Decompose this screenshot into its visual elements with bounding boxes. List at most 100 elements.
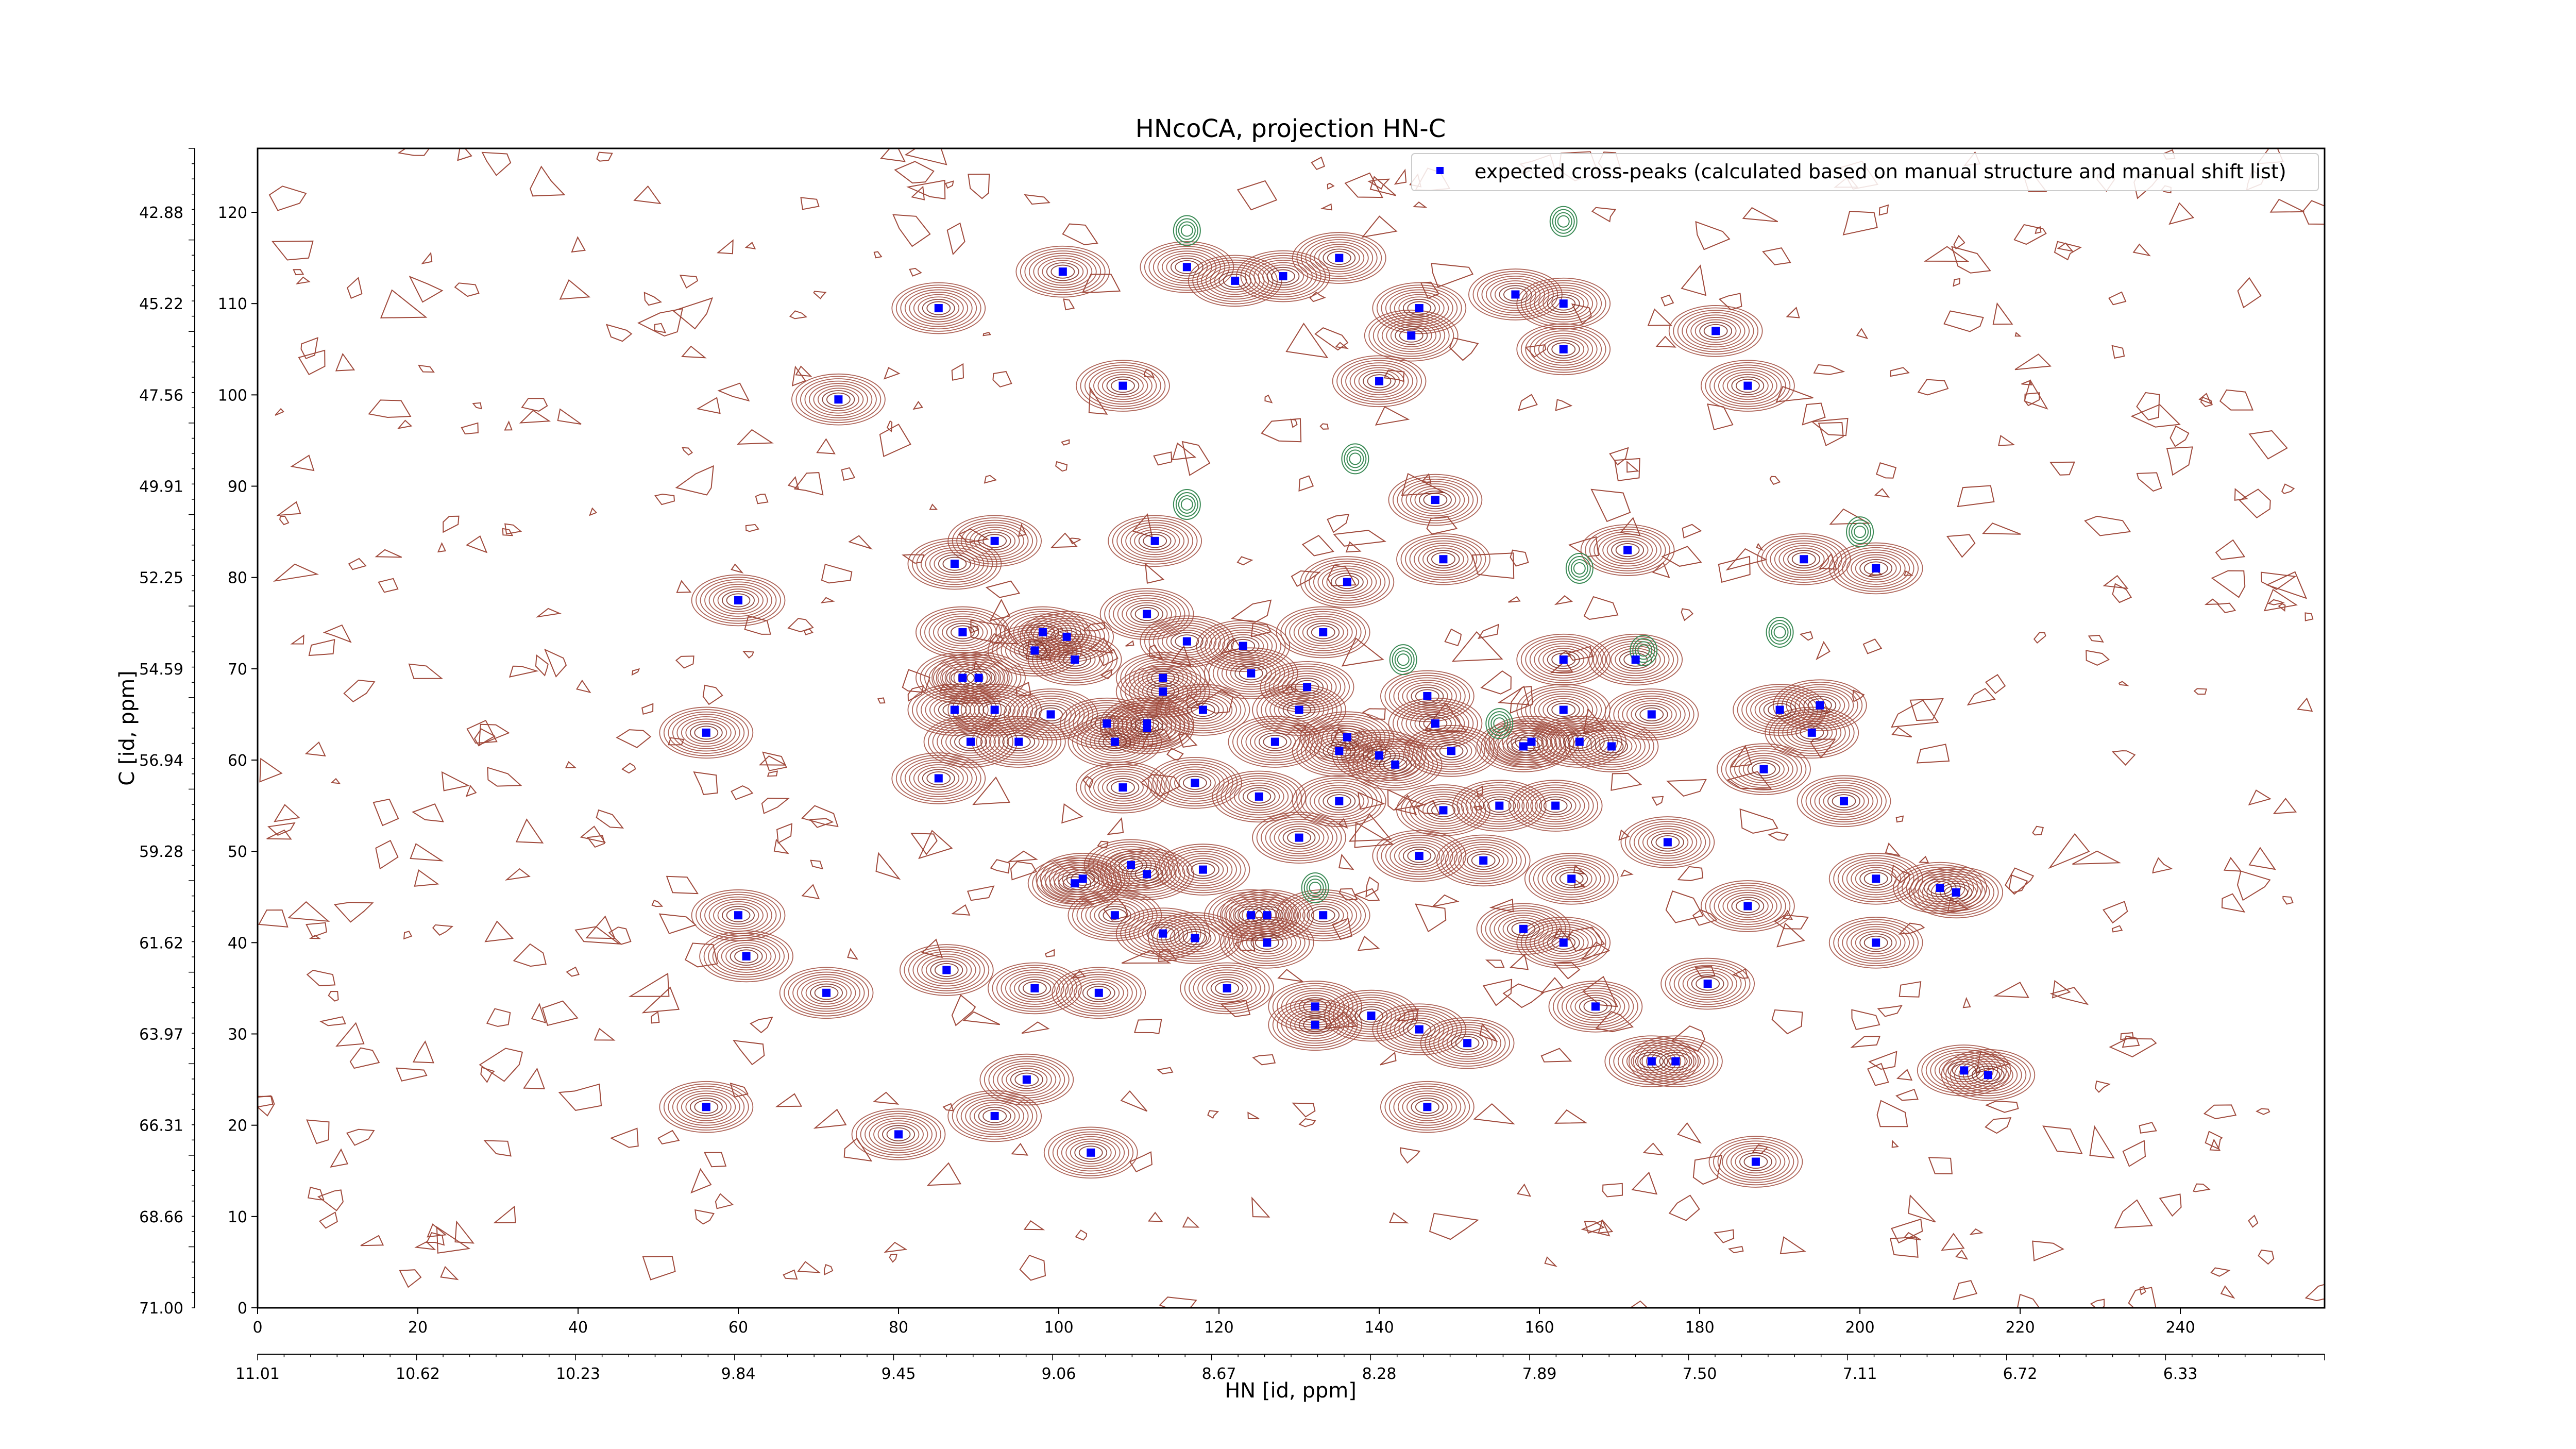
peak-contour — [1827, 791, 1860, 811]
noise-contour — [1985, 1117, 2012, 1134]
peak-contour — [663, 709, 749, 756]
noise-contour — [275, 408, 285, 416]
peak-contour — [1313, 563, 1381, 601]
peak-contour — [1016, 695, 1085, 733]
peak-contour — [1409, 540, 1478, 578]
peak-contour — [1147, 756, 1242, 809]
peak-marker — [966, 737, 975, 746]
noise-contour — [1050, 532, 1078, 548]
noise-contour — [1451, 631, 1503, 662]
peak-contour — [1298, 1015, 1332, 1034]
peak-contour — [1222, 634, 1264, 658]
noise-contour — [333, 902, 374, 923]
negative-contour — [1178, 221, 1196, 240]
secondary-x-tick-label: 7.50 — [1683, 1365, 1717, 1383]
peak-contour — [1327, 251, 1351, 265]
peak-contour — [1543, 931, 1585, 955]
peak-contour — [826, 392, 851, 407]
peak-contour — [1598, 533, 1657, 567]
negative-contour — [1301, 872, 1329, 904]
peak-contour — [1791, 552, 1816, 566]
peak-contour — [1182, 857, 1224, 882]
noise-contour — [672, 297, 714, 330]
peak-contour — [1863, 871, 1888, 886]
noise-contour — [1810, 417, 1849, 436]
noise-contour — [574, 926, 621, 945]
noise-contour — [1670, 1025, 1705, 1052]
noise-contour — [319, 1016, 346, 1026]
peak-marker — [1936, 884, 1944, 892]
noise-contour — [675, 655, 694, 669]
noise-contour — [575, 679, 591, 694]
noise-contour — [306, 1119, 330, 1144]
negative-contour — [1303, 875, 1327, 901]
peak-contour — [1511, 739, 1536, 753]
x-tick-label: 80 — [889, 1319, 908, 1337]
peak-contour — [1765, 706, 1859, 759]
noise-contour — [2024, 392, 2040, 407]
peak-contour — [1115, 907, 1210, 959]
secondary-y-tick-label: 47.56 — [139, 386, 183, 405]
peak-marker — [1126, 861, 1135, 869]
peak-contour — [860, 1113, 937, 1156]
noise-contour — [258, 1095, 274, 1108]
noise-contour — [304, 741, 326, 757]
noise-contour — [1903, 1232, 1921, 1241]
peak-contour — [1415, 689, 1439, 703]
peak-contour — [974, 1104, 1016, 1128]
peak-contour — [1037, 257, 1088, 286]
peak-contour — [1293, 616, 1353, 649]
peak-contour — [1777, 682, 1863, 729]
peak-contour — [933, 616, 992, 649]
noise-contour — [1856, 328, 1869, 340]
noise-contour — [418, 364, 435, 373]
noise-contour — [813, 291, 827, 300]
peak-contour — [1094, 730, 1136, 754]
peak-contour — [805, 981, 848, 1005]
noise-contour — [1568, 536, 1599, 557]
peak-contour — [1752, 762, 1776, 777]
peak-marker — [1058, 267, 1067, 276]
noise-contour — [2220, 1285, 2235, 1299]
peak-contour — [912, 951, 981, 989]
peak-contour — [1546, 865, 1597, 893]
secondary-y-tick-label: 61.62 — [139, 934, 183, 952]
peak-marker — [1872, 564, 1880, 572]
peak-contour — [1258, 732, 1292, 751]
noise-contour — [1776, 922, 1805, 948]
peak-contour — [1962, 1060, 2013, 1089]
peak-contour — [1611, 541, 1645, 560]
noise-contour — [631, 668, 640, 676]
peak-contour — [1097, 773, 1148, 802]
peak-marker — [1631, 655, 1640, 664]
peak-contour — [1945, 1051, 2031, 1099]
peak-contour — [1305, 239, 1374, 277]
peak-contour — [1743, 757, 1785, 781]
peak-contour — [937, 618, 988, 647]
peak-contour — [1287, 831, 1311, 845]
noise-contour — [791, 365, 806, 386]
peak-contour — [1797, 775, 1891, 828]
noise-contour — [744, 242, 756, 249]
noise-contour — [1207, 1110, 1219, 1119]
peak-contour — [1249, 257, 1317, 295]
noise-contour — [2016, 1293, 2040, 1308]
noise-contour — [2024, 379, 2048, 410]
noise-contour — [1172, 442, 1197, 461]
x-tick-label: 40 — [568, 1319, 588, 1337]
peak-contour — [1538, 335, 1589, 364]
peak-marker — [1519, 742, 1528, 751]
noise-contour — [1620, 869, 1634, 877]
peak-contour — [1550, 867, 1592, 891]
peak-marker — [1143, 724, 1151, 732]
noise-contour — [268, 186, 307, 211]
peak-contour — [1087, 986, 1111, 1000]
noise-contour — [2042, 1125, 2083, 1154]
peak-contour — [1647, 830, 1689, 854]
noise-contour — [1389, 1212, 1409, 1224]
peak-contour — [1122, 714, 1172, 743]
peak-contour — [1494, 730, 1553, 763]
peak-marker — [1407, 331, 1416, 340]
peak-contour — [1077, 707, 1137, 740]
negative-contour — [1552, 209, 1575, 234]
